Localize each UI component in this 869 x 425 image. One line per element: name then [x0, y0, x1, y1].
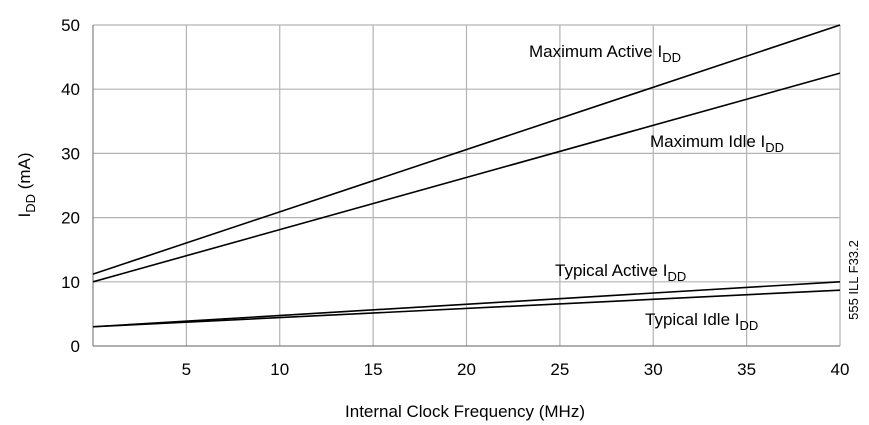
y-axis-label-main: I — [15, 213, 34, 218]
x-tick-label: 30 — [644, 360, 663, 379]
series-line-4 — [92, 289, 841, 328]
x-tick-label: 35 — [737, 360, 756, 379]
y-axis-label-unit: (mA) — [15, 152, 34, 194]
y-tick-label: 10 — [61, 273, 80, 292]
series-line-3 — [92, 281, 841, 328]
y-tick-label: 0 — [71, 337, 80, 356]
series-label-3: Typical Active IDD — [555, 261, 686, 284]
x-axis-ticks: 5 10 15 20 25 30 35 40 — [182, 360, 850, 379]
series-label-1: Maximum Active IDD — [529, 42, 681, 65]
y-tick-label: 30 — [61, 144, 80, 163]
y-axis-ticks: 0 10 20 30 40 50 — [61, 16, 80, 356]
x-tick-label: 20 — [457, 360, 476, 379]
figure-id-annotation: 555 ILL F33.2 — [846, 240, 861, 320]
y-tick-label: 40 — [61, 80, 80, 99]
y-axis-label-sub: DD — [23, 194, 38, 213]
x-tick-label: 10 — [270, 360, 289, 379]
x-tick-label: 25 — [550, 360, 569, 379]
series-line-2 — [92, 72, 841, 283]
plot-frame — [92, 25, 840, 347]
series-lines — [92, 24, 841, 328]
series-labels: Maximum Active IDD Maximum Idle IDD Typica… — [529, 42, 784, 333]
y-tick-label: 20 — [61, 209, 80, 228]
series-label-4: Typical Idle IDD — [645, 310, 758, 333]
y-axis-label: IDD (mA) — [15, 152, 38, 217]
x-axis-label: Internal Clock Frequency (MHz) — [345, 402, 585, 421]
x-tick-label: 40 — [831, 360, 850, 379]
y-tick-label: 50 — [61, 16, 80, 35]
series-label-2: Maximum Idle IDD — [650, 132, 784, 155]
series-line-1 — [92, 24, 841, 275]
grid — [93, 24, 841, 346]
x-tick-label: 15 — [364, 360, 383, 379]
x-tick-label: 5 — [182, 360, 191, 379]
